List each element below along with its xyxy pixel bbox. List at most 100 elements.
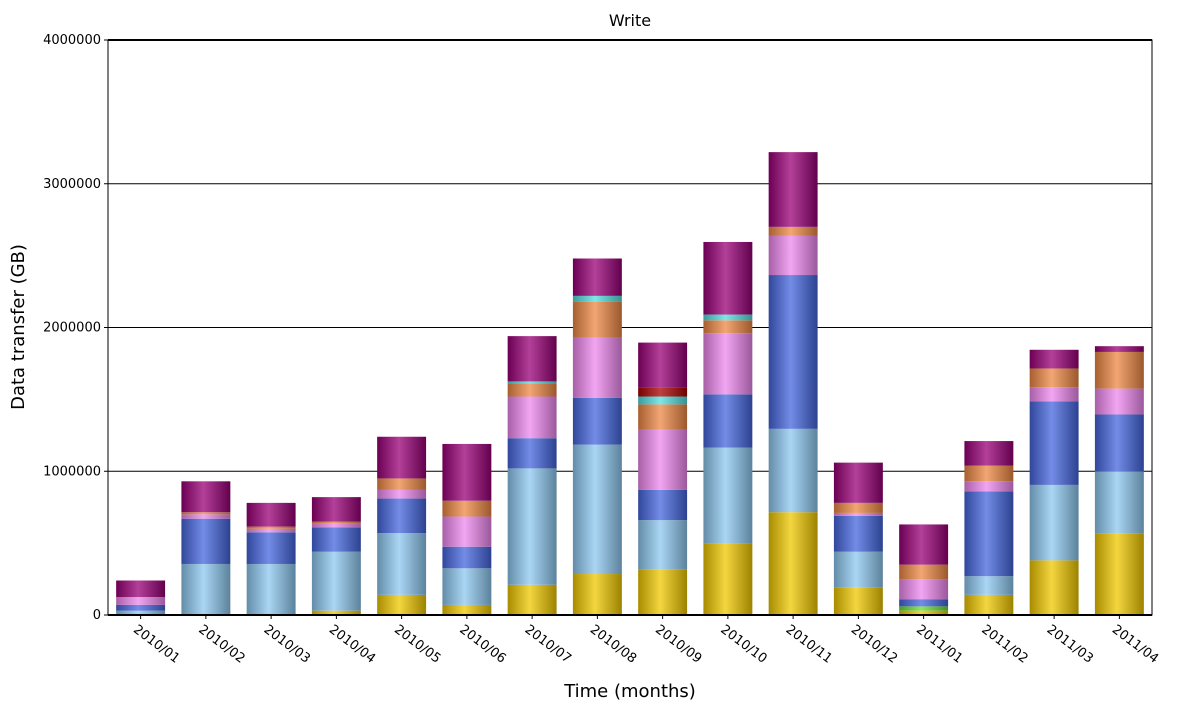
- bar-segment: [572, 397, 622, 445]
- bar-segment: [311, 551, 361, 611]
- bar-segment: [768, 275, 818, 429]
- bar-segment: [507, 468, 557, 585]
- bar-segment: [572, 444, 622, 575]
- bar-segment: [181, 512, 231, 515]
- bar-segment: [377, 594, 427, 615]
- x-tick-label: 2010/03: [261, 622, 313, 666]
- bar-segment: [768, 226, 818, 236]
- bar-segment: [703, 394, 753, 448]
- bar-segment: [703, 241, 753, 315]
- bar-segment: [899, 564, 949, 580]
- bar-segment: [768, 235, 818, 276]
- bar-segment: [638, 404, 688, 430]
- x-tick-label: 2011/01: [913, 622, 965, 666]
- bar-segment: [311, 523, 361, 528]
- bar-segment: [181, 518, 231, 564]
- bar-segment: [572, 301, 622, 338]
- bar-segment: [377, 533, 427, 595]
- bar-segment: [246, 563, 296, 615]
- bar-segment: [833, 462, 883, 503]
- bar-segment: [181, 514, 231, 519]
- x-tick-label: 2010/11: [783, 622, 835, 666]
- x-tick-label: 2010/10: [717, 622, 769, 666]
- bar-segment: [964, 481, 1014, 492]
- bar-segment: [572, 258, 622, 296]
- bar-segment: [703, 447, 753, 544]
- bar-segment: [1029, 484, 1079, 561]
- y-tick-label: 1000000: [43, 464, 101, 479]
- bar-segment: [572, 295, 622, 302]
- x-tick-label: 2010/09: [652, 622, 704, 666]
- bar-segment: [246, 532, 296, 564]
- x-tick-label: 2010/04: [326, 622, 378, 666]
- bar-segment: [1094, 471, 1144, 534]
- bar-segment: [442, 568, 492, 605]
- bar-segment: [1094, 533, 1144, 615]
- bar-segment: [311, 610, 361, 615]
- bar-segment: [703, 543, 753, 615]
- y-tick-label: 0: [93, 608, 101, 623]
- bar-segment: [507, 381, 557, 384]
- bar-segment: [768, 428, 818, 513]
- bar-segment: [377, 489, 427, 499]
- x-tick-label: 2010/08: [587, 622, 639, 666]
- bar-segment: [768, 152, 818, 227]
- bar-segment: [833, 551, 883, 588]
- bar-segment: [1094, 346, 1144, 352]
- y-tick-label: 3000000: [43, 177, 101, 192]
- x-tick-label: 2010/02: [195, 622, 247, 666]
- x-tick-label: 2010/01: [130, 622, 182, 666]
- bar-segment: [116, 580, 166, 598]
- bar-segment: [181, 563, 231, 615]
- bar-segment: [572, 574, 622, 615]
- bar-segment: [507, 438, 557, 469]
- bar-segment: [442, 516, 492, 547]
- bar-segment: [703, 314, 753, 321]
- bar-segment: [442, 443, 492, 501]
- bar-segment: [1029, 349, 1079, 369]
- bar-segment: [442, 546, 492, 569]
- bar-segment: [703, 320, 753, 334]
- bar-segment: [833, 587, 883, 615]
- bar-segment: [246, 528, 296, 533]
- bar-segment: [833, 512, 883, 516]
- bar-segment: [311, 521, 361, 524]
- bar-segment: [964, 576, 1014, 595]
- bar-segment: [638, 569, 688, 615]
- x-tick-label: 2010/06: [456, 622, 508, 666]
- bar-segment: [703, 333, 753, 395]
- x-tick-label: 2010/07: [522, 622, 574, 666]
- bar-segment: [572, 337, 622, 398]
- bar-segment: [116, 604, 166, 611]
- bar-segment: [1094, 414, 1144, 472]
- bar-segment: [833, 515, 883, 552]
- bar-segment: [311, 527, 361, 552]
- bar-segment: [377, 436, 427, 479]
- bar-segment: [768, 512, 818, 615]
- bar-segment: [507, 396, 557, 439]
- bar-segment: [638, 342, 688, 388]
- y-tick-label: 4000000: [43, 33, 101, 48]
- bar-segment: [899, 599, 949, 607]
- bar-segment: [638, 387, 688, 397]
- bar-segment: [116, 597, 166, 605]
- bar-segment: [442, 604, 492, 615]
- gridlines: [108, 183, 1152, 472]
- y-tick-label: 2000000: [43, 321, 101, 336]
- bar-segment: [638, 520, 688, 570]
- bars: [116, 152, 1144, 615]
- bar-segment: [899, 579, 949, 600]
- bar-segment: [442, 500, 492, 517]
- x-tick-label: 2010/05: [391, 622, 443, 666]
- bar-segment: [964, 465, 1014, 482]
- bar-segment: [1029, 387, 1079, 402]
- bar-segment: [964, 441, 1014, 466]
- bar-segment: [899, 610, 949, 615]
- bar-segment: [833, 502, 883, 513]
- x-tick-label: 2011/03: [1044, 622, 1096, 666]
- bar-segment: [377, 478, 427, 490]
- bar-segment: [116, 610, 166, 615]
- bar-segment: [1029, 560, 1079, 615]
- y-axis-label: Data transfer (GB): [8, 244, 29, 410]
